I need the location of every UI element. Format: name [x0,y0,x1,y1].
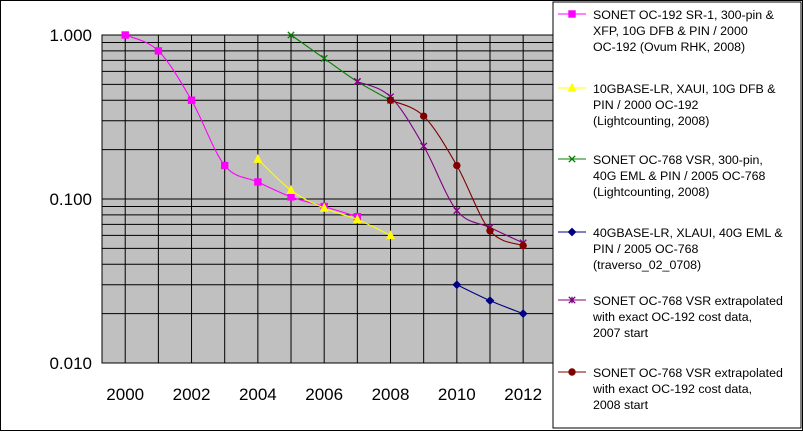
legend-item: 10GBASE-LR, XAUI, 10G DFB & PIN / 2000 OC… [558,82,776,128]
legend-item: SONET OC-192 SR-1, 300-pin & XFP, 10G DFB… [558,8,775,54]
data-point [568,296,576,304]
x-tick-label: 2004 [239,385,277,404]
data-point [220,161,229,170]
data-point [287,193,295,201]
x-tick-label: 2012 [504,385,542,404]
data-point [568,368,576,376]
legend-label: 40GBASE-LR, XLAUI, 40G EML & PIN / 2005 O… [593,226,783,272]
data-point [567,227,577,237]
data-point [352,214,362,224]
data-point [568,155,576,163]
data-point [386,96,395,104]
data-point [568,10,576,18]
legend-item: SONET OC-768 VSR extrapolated with exact … [558,366,783,412]
axes: 1.000 0.100 0.010 2000 2002 2004 2006 2008 2010 2… [49,26,542,404]
legend-label: SONET OC-192 SR-1, 300-pin & XFP, 10G DFB… [593,8,775,54]
data-point [385,230,396,240]
y-tick-label: 1.000 [49,26,92,45]
x-tick-label: 2000 [106,385,144,404]
legend-label: SONET OC-768 VSR, 300-pin, 40G EML & PIN … [593,153,766,199]
data-point [519,241,527,250]
legend-item: SONET OC-768 VSR extrapolated with exact … [558,294,783,340]
x-tick-label: 2006 [305,385,343,404]
data-point [518,309,528,319]
data-point [453,206,461,215]
data-point [154,47,163,55]
data-point [254,178,262,186]
data-point [121,31,129,39]
data-point [287,31,295,39]
x-tick-label: 2002 [173,385,211,404]
legend-label: 10GBASE-LR, XAUI, 10G DFB & PIN / 2000 OC… [593,82,776,128]
data-point [253,153,263,163]
data-point [486,227,494,235]
data-point [286,184,296,194]
data-point [419,112,428,120]
legend-item: 40GBASE-LR, XLAUI, 40G EML & PIN / 2005 O… [558,226,783,272]
data-point [187,96,196,104]
plot-area [101,34,554,364]
legend-box [552,1,802,429]
data-point [320,54,328,63]
legend: SONET OC-192 SR-1, 300-pin & XFP, 10G DFB… [552,1,802,429]
data-point [353,77,362,86]
data-point [452,280,462,290]
legend-label: SONET OC-768 VSR extrapolated with exact … [592,294,783,340]
data-point [567,82,577,92]
series-2 [253,153,396,240]
x-tick-label: 2008 [372,385,410,404]
data-point [453,161,461,170]
series-line [290,34,391,101]
data-point [319,202,329,212]
series-4 [452,280,528,319]
legend-item: SONET OC-768 VSR, 300-pin, 40G EML & PIN … [558,153,766,199]
series-group [121,31,528,319]
y-tick-label: 0.100 [49,190,92,209]
legend-label: SONET OC-768 VSR extrapolated with exact … [592,366,783,412]
data-point [485,296,495,306]
x-tick-label: 2010 [438,385,476,404]
data-point [420,142,428,150]
series-6 [386,96,527,250]
y-tick-label: 0.010 [49,354,92,373]
